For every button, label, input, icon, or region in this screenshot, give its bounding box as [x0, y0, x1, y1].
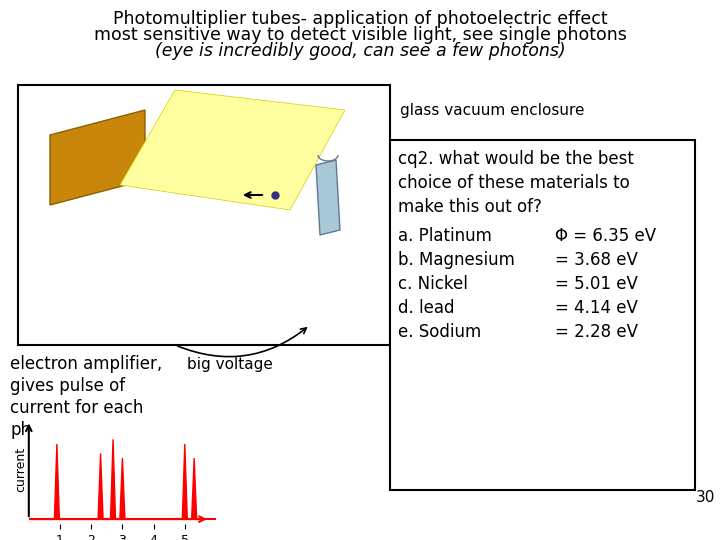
Polygon shape: [192, 458, 197, 519]
Polygon shape: [182, 444, 187, 519]
Polygon shape: [120, 458, 125, 519]
Polygon shape: [120, 90, 345, 210]
Polygon shape: [111, 439, 115, 519]
Text: = 2.28 eV: = 2.28 eV: [555, 323, 638, 341]
Bar: [18, 85, 390, 345]
Text: make this out of?: make this out of?: [398, 198, 542, 216]
Bar: [390, 140, 695, 490]
Text: e. Sodium: e. Sodium: [398, 323, 481, 341]
Text: a. Platinum: a. Platinum: [398, 227, 492, 245]
Text: electron amplifier,: electron amplifier,: [10, 355, 162, 373]
Text: photoelectron: photoelectron: [10, 421, 125, 439]
Text: most sensitive way to detect visible light, see single photons: most sensitive way to detect visible lig…: [94, 26, 626, 44]
Text: c. Nickel: c. Nickel: [398, 275, 468, 293]
Polygon shape: [50, 110, 145, 205]
Text: Φ = 6.35 eV: Φ = 6.35 eV: [555, 227, 656, 245]
Text: (eye is incredibly good, can see a few photons): (eye is incredibly good, can see a few p…: [155, 42, 565, 60]
Polygon shape: [55, 444, 59, 519]
Text: choice of these materials to: choice of these materials to: [398, 174, 630, 192]
Text: b. Magnesium: b. Magnesium: [398, 251, 515, 269]
Text: = 4.14 eV: = 4.14 eV: [555, 299, 638, 317]
Text: current for each: current for each: [10, 399, 143, 417]
Text: Photomultiplier tubes- application of photoelectric effect: Photomultiplier tubes- application of ph…: [113, 10, 607, 28]
Text: = 5.01 eV: = 5.01 eV: [555, 275, 638, 293]
Polygon shape: [316, 160, 340, 235]
Text: = 3.68 eV: = 3.68 eV: [555, 251, 638, 269]
Polygon shape: [98, 454, 103, 519]
Text: big voltage: big voltage: [187, 357, 273, 372]
Y-axis label: current: current: [14, 447, 27, 492]
Text: glass vacuum enclosure: glass vacuum enclosure: [400, 103, 585, 118]
Text: 30: 30: [696, 490, 715, 505]
Text: gives pulse of: gives pulse of: [10, 377, 125, 395]
Text: cq2. what would be the best: cq2. what would be the best: [398, 150, 634, 168]
Text: d. lead: d. lead: [398, 299, 454, 317]
